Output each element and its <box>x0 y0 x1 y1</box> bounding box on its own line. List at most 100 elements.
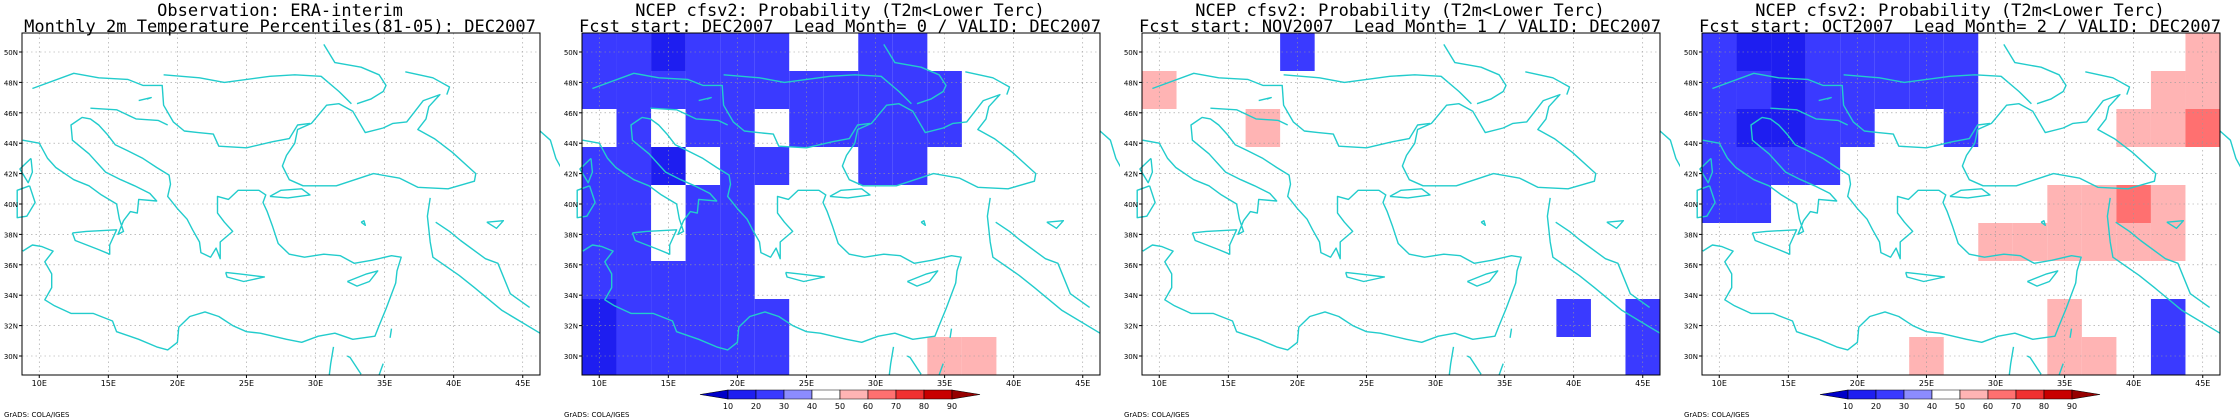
probability-cell <box>1943 109 1979 147</box>
probability-cell <box>1909 71 1944 109</box>
lon-tick-label: 20E <box>1850 379 1865 388</box>
lat-tick-label: 34N <box>564 292 578 300</box>
lat-tick-label: 46N <box>1124 110 1138 118</box>
probability-cell <box>754 71 790 109</box>
lon-tick-label: 35E <box>937 379 952 388</box>
panel-title-line1: Observation: ERA-interim <box>157 1 403 21</box>
lon-tick-label: 25E <box>239 379 254 388</box>
lon-tick-label: 10E <box>32 379 47 388</box>
lon-tick-label: 15E <box>1781 379 1796 388</box>
colorbar: 10 20 30 40 50 60 70 80 90 <box>1819 389 2101 411</box>
lon-tick-label: 30E <box>1428 379 1443 388</box>
probability-cell <box>582 223 617 261</box>
lon-tick-label: 20E <box>170 379 185 388</box>
lon-tick-label: 15E <box>661 379 676 388</box>
colorbar-label: 70 <box>2011 402 2021 411</box>
probability-cell <box>858 71 893 109</box>
lat-tick-label: 38N <box>4 231 18 239</box>
lat-tick-label: 42N <box>4 171 18 179</box>
lon-tick-label: 20E <box>730 379 745 388</box>
lat-tick-label: 42N <box>1684 171 1698 179</box>
lat-tick-label: 34N <box>1124 292 1138 300</box>
lon-tick-label: 35E <box>1497 379 1512 388</box>
lon-tick-label: 25E <box>799 379 814 388</box>
colorbar-label: 30 <box>1899 402 1909 411</box>
lat-tick-label: 50N <box>1124 49 1138 57</box>
lat-tick-label: 34N <box>1684 292 1698 300</box>
panel-title-line1: NCEP cfsv2: Probability (T2m<Lower Terc) <box>635 1 1045 21</box>
coastlines <box>16 44 560 376</box>
colorbar-swatch <box>811 389 841 400</box>
colorbar-swatch <box>1903 389 1933 400</box>
coastlines <box>576 44 1120 376</box>
lat-tick-label: 50N <box>564 49 578 57</box>
lat-tick-label: 48N <box>564 79 578 87</box>
probability-cell <box>2150 299 2186 337</box>
lat-tick-label: 36N <box>4 262 18 270</box>
map-panel-2: NCEP cfsv2: Probability (T2m<Lower Terc)… <box>560 0 1120 420</box>
probability-cell <box>616 299 652 337</box>
lon-tick-label: 10E <box>1152 379 1167 388</box>
probability-cell <box>858 147 893 185</box>
grads-credit: GrADS: COLA/IGES <box>1684 411 1750 419</box>
lon-tick-label: 40E <box>1566 379 1581 388</box>
probability-cell <box>720 223 755 261</box>
grads-credit: GrADS: COLA/IGES <box>564 411 630 419</box>
probability-cell <box>754 147 790 185</box>
lat-tick-label: 36N <box>564 262 578 270</box>
graticule <box>1702 33 2220 375</box>
colorbar-label: 20 <box>751 402 761 411</box>
lon-tick-label: 40E <box>2126 379 2141 388</box>
probability-cell <box>1702 147 1737 185</box>
probability-cell <box>2150 223 2186 261</box>
colorbar-label: 40 <box>1927 402 1937 411</box>
colorbar-label: 70 <box>891 402 901 411</box>
colorbar-swatch <box>867 389 897 400</box>
colorbar-swatch <box>755 389 785 400</box>
lat-tick-label: 48N <box>4 79 18 87</box>
coastlines <box>1136 44 1680 376</box>
colorbar-label: 50 <box>835 402 845 411</box>
probability-cell <box>685 261 721 299</box>
lat-tick-label: 38N <box>1124 231 1138 239</box>
lat-tick-label: 30N <box>4 353 18 361</box>
colorbar-swatch <box>1987 389 2017 400</box>
lat-tick-label: 36N <box>1684 262 1698 270</box>
lat-tick-label: 32N <box>4 323 18 331</box>
lon-tick-label: 25E <box>1359 379 1374 388</box>
colorbar: 10 20 30 40 50 60 70 80 90 <box>699 389 981 411</box>
colorbar-label: 60 <box>863 402 873 411</box>
lat-tick-label: 46N <box>1684 110 1698 118</box>
colorbar-swatch <box>2015 389 2045 400</box>
colorbar-swatch <box>727 389 757 400</box>
colorbar-swatch <box>1847 389 1877 400</box>
lon-tick-label: 15E <box>1221 379 1236 388</box>
probability-cell <box>720 261 755 299</box>
panel-title-line1: NCEP cfsv2: Probability (T2m<Lower Terc) <box>1755 1 2165 21</box>
probability-cell <box>823 71 859 109</box>
lat-tick-label: 30N <box>1684 353 1698 361</box>
lat-tick-label: 44N <box>564 140 578 148</box>
colorbar-label: 80 <box>2039 402 2049 411</box>
probability-cell <box>685 299 721 337</box>
lat-tick-label: 32N <box>1684 323 1698 331</box>
map-panel-1: Observation: ERA-interim Monthly 2m Tempe… <box>0 0 560 420</box>
colorbar-label: 60 <box>1983 402 1993 411</box>
map-canvas: 10E 15E 20E 25E 30E 35E 40E 45E 30N 32N 34N 36N 38N 4… <box>4 32 560 388</box>
probability-cell <box>616 223 652 261</box>
colorbar-label: 10 <box>1843 402 1853 411</box>
lon-tick-label: 40E <box>446 379 461 388</box>
lon-tick-label: 35E <box>2057 379 2072 388</box>
lon-tick-label: 10E <box>592 379 607 388</box>
probability-cell <box>1736 71 1772 109</box>
lat-tick-label: 44N <box>4 140 18 148</box>
colorbar-swatch <box>783 389 813 400</box>
probability-cell <box>616 261 652 299</box>
probability-cell <box>789 71 824 109</box>
lon-tick-label: 20E <box>1290 379 1305 388</box>
lat-tick-label: 46N <box>564 110 578 118</box>
probability-cell <box>2047 223 2082 261</box>
lat-tick-label: 42N <box>1124 171 1138 179</box>
lon-tick-label: 45E <box>2195 379 2210 388</box>
lat-tick-label: 46N <box>4 110 18 118</box>
